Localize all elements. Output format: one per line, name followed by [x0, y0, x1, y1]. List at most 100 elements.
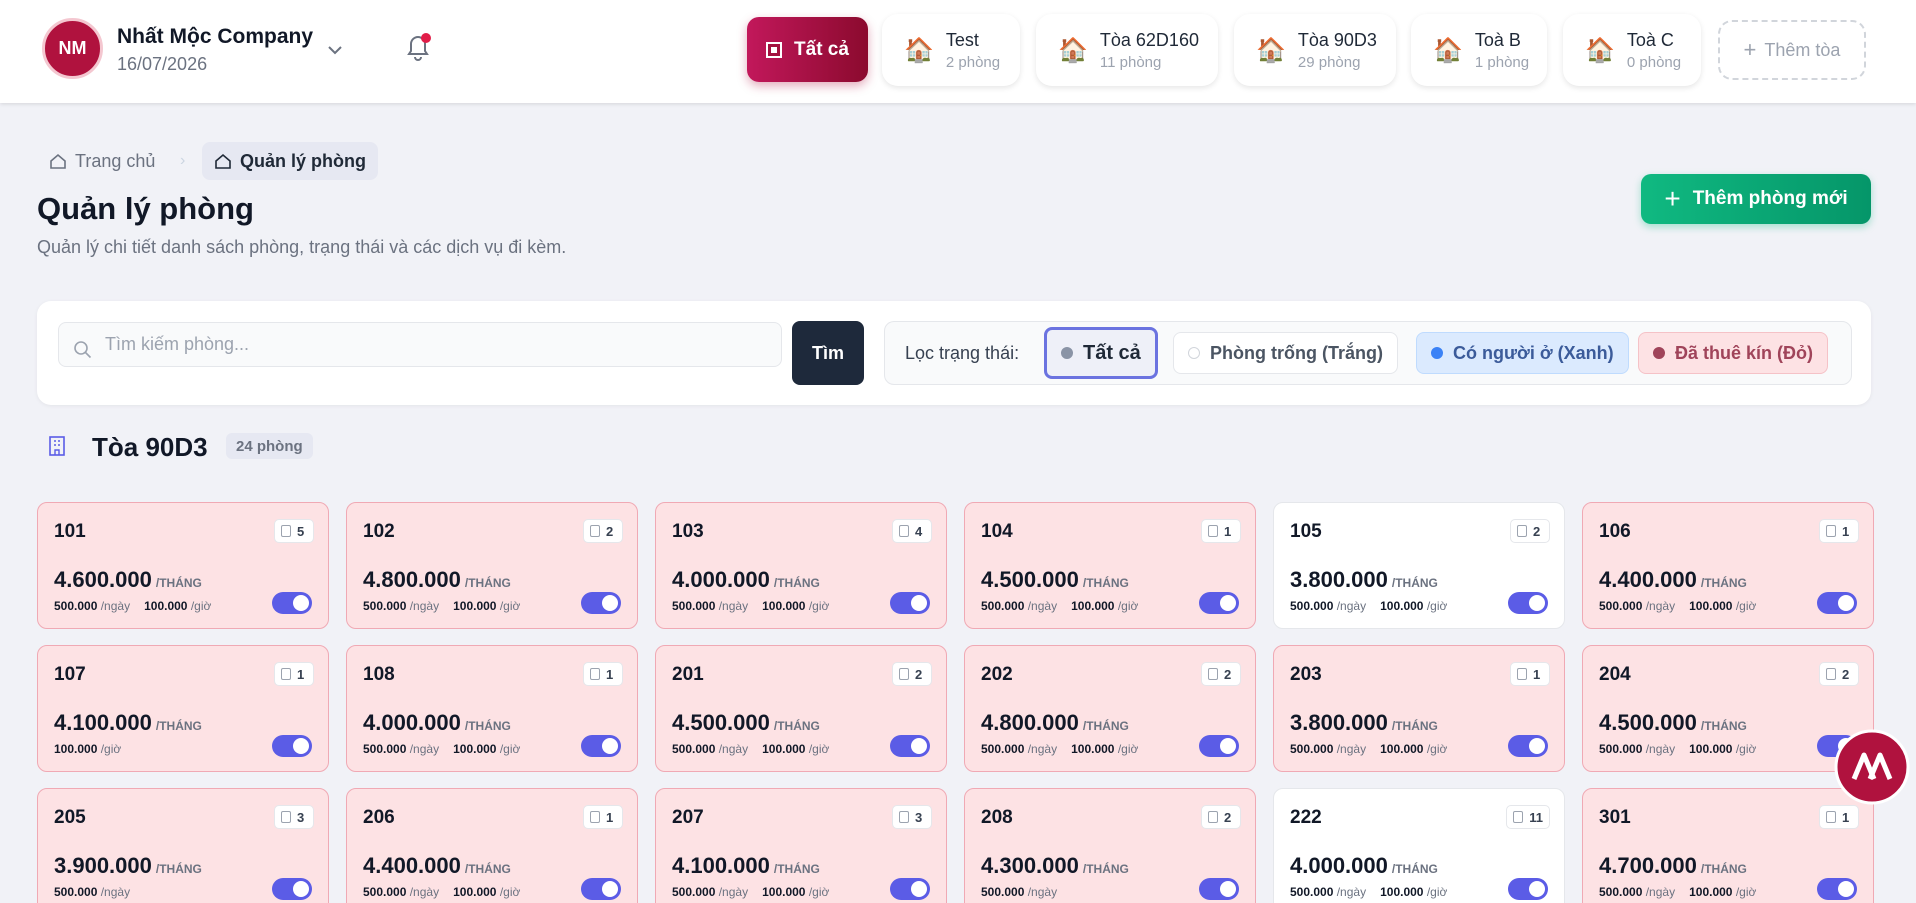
doc-icon	[899, 811, 909, 823]
room-card[interactable]: 102 2 4.800.000/THÁNG 500.000 /ngày 100.000 …	[346, 502, 638, 629]
status-dot	[1653, 347, 1665, 359]
room-card[interactable]: 201 2 4.500.000/THÁNG 500.000 /ngày 100.000 …	[655, 645, 947, 772]
room-number: 104	[981, 521, 1013, 542]
tab-all[interactable]: Tất cả	[747, 17, 868, 82]
doc-count: 5	[297, 523, 305, 539]
search-button[interactable]: Tìm	[792, 321, 864, 385]
room-rates: 500.000 /ngày	[981, 885, 1071, 899]
room-toggle[interactable]	[272, 735, 312, 757]
tab-text: Test 2 phòng	[946, 30, 1000, 71]
price-value: 4.700.000	[1599, 853, 1697, 878]
room-card[interactable]: 204 2 4.500.000/THÁNG 500.000 /ngày 100.000 …	[1582, 645, 1874, 772]
ai-assistant-button[interactable]	[1834, 729, 1910, 805]
room-number: 108	[363, 664, 395, 685]
tab-text: Tòa 90D3 29 phòng	[1298, 30, 1377, 71]
room-card[interactable]: 103 4 4.000.000/THÁNG 500.000 /ngày 100.000 …	[655, 502, 947, 629]
filter-option[interactable]: Đã thuê kín (Đỏ)	[1638, 332, 1828, 374]
room-rates: 500.000 /ngày 100.000 /giờ	[981, 742, 1152, 756]
day-rate: 500.000	[981, 599, 1025, 613]
add-building[interactable]: + Thêm tòa	[1718, 20, 1866, 80]
day-rate: 500.000	[1599, 599, 1643, 613]
doc-badge: 2	[1510, 519, 1550, 543]
day-unit: /ngày	[97, 885, 131, 899]
room-price: 4.500.000/THÁNG	[1599, 710, 1747, 736]
filter-option[interactable]: Phòng trống (Trắng)	[1173, 332, 1398, 374]
room-toggle[interactable]	[1199, 735, 1239, 757]
hour-rate: 100.000	[762, 599, 806, 613]
room-card[interactable]: 301 1 4.700.000/THÁNG 500.000 /ngày 100.000 …	[1582, 788, 1874, 903]
room-toggle[interactable]	[1508, 878, 1548, 900]
room-toggle[interactable]	[890, 878, 930, 900]
add-room-button[interactable]: + Thêm phòng mới	[1641, 174, 1871, 224]
room-number: 107	[54, 664, 86, 685]
building-tab[interactable]: 🏠 Tòa 90D3 29 phòng	[1234, 14, 1396, 86]
filter-option[interactable]: Có người ở (Xanh)	[1416, 332, 1629, 374]
room-toggle[interactable]	[1199, 592, 1239, 614]
doc-count: 3	[297, 809, 305, 825]
filter-option-label: Phòng trống (Trắng)	[1210, 342, 1383, 363]
room-card[interactable]: 107 1 4.100.000/THÁNG 100.000 /giờ	[37, 645, 329, 772]
building-tab[interactable]: 🏠 Toà C 0 phòng	[1563, 14, 1701, 86]
day-unit: /ngày	[1024, 742, 1058, 756]
building-tab[interactable]: 🏠 Tòa 62D160 11 phòng	[1036, 14, 1218, 86]
room-card[interactable]: 202 2 4.800.000/THÁNG 500.000 /ngày 100.000 …	[964, 645, 1256, 772]
bell[interactable]	[400, 30, 436, 66]
hour-rate: 100.000	[144, 599, 188, 613]
room-toggle[interactable]	[1817, 878, 1857, 900]
room-toggle[interactable]	[581, 592, 621, 614]
room-card[interactable]: 108 1 4.000.000/THÁNG 500.000 /ngày 100.000 …	[346, 645, 638, 772]
room-card[interactable]: 104 1 4.500.000/THÁNG 500.000 /ngày 100.000 …	[964, 502, 1256, 629]
room-toggle[interactable]	[1817, 592, 1857, 614]
day-rate: 500.000	[981, 885, 1025, 899]
house-icon: 🏠	[1256, 36, 1286, 64]
avatar[interactable]: NM	[42, 18, 103, 79]
tab-count: 11 phòng	[1099, 53, 1162, 71]
day-rate: 500.000	[54, 599, 98, 613]
room-toggle[interactable]	[581, 878, 621, 900]
price-unit: /THÁNG	[1700, 576, 1747, 590]
doc-count: 1	[1842, 809, 1850, 825]
room-toggle[interactable]	[1199, 878, 1239, 900]
room-card[interactable]: 106 1 4.400.000/THÁNG 500.000 /ngày 100.000 …	[1582, 502, 1874, 629]
doc-badge: 2	[1201, 805, 1241, 829]
room-card[interactable]: 205 3 3.900.000/THÁNG 500.000 /ngày	[37, 788, 329, 903]
room-rates: 500.000 /ngày 100.000 /giờ	[1290, 742, 1461, 756]
room-toggle[interactable]	[581, 735, 621, 757]
room-card[interactable]: 208 2 4.300.000/THÁNG 500.000 /ngày	[964, 788, 1256, 903]
room-toggle[interactable]	[1508, 592, 1548, 614]
tab-count: 2 phòng	[945, 53, 1001, 71]
room-rates: 500.000 /ngày 100.000 /giờ	[1290, 599, 1461, 613]
day-rate: 500.000	[363, 742, 407, 756]
hour-rate: 100.000	[453, 885, 497, 899]
room-card[interactable]: 105 2 3.800.000/THÁNG 500.000 /ngày 100.000 …	[1273, 502, 1565, 629]
room-card[interactable]: 222 11 4.000.000/THÁNG 500.000 /ngày 100.000…	[1273, 788, 1565, 903]
filter-option[interactable]: Tất cả	[1044, 327, 1158, 379]
doc-count: 1	[297, 666, 305, 682]
building-tab[interactable]: 🏠 Test 2 phòng	[882, 14, 1020, 86]
room-card[interactable]: 101 5 4.600.000/THÁNG 500.000 /ngày 100.000 …	[37, 502, 329, 629]
price-unit: /THÁNG	[155, 576, 202, 590]
breadcrumb-home[interactable]: Trang chủ	[49, 149, 155, 173]
room-rates: 500.000 /ngày 100.000 /giờ	[672, 599, 843, 613]
hour-unit: /giờ	[1732, 599, 1757, 613]
room-toggle[interactable]	[890, 735, 930, 757]
day-unit: /ngày	[1024, 599, 1058, 613]
room-card[interactable]: 207 3 4.100.000/THÁNG 500.000 /ngày 100.000 …	[655, 788, 947, 903]
day-unit: /ngày	[1642, 885, 1676, 899]
hour-unit: /giờ	[805, 599, 830, 613]
room-toggle[interactable]	[1508, 735, 1548, 757]
filter-option-label: Tất cả	[1083, 341, 1141, 364]
room-card[interactable]: 203 1 3.800.000/THÁNG 500.000 /ngày 100.000 …	[1273, 645, 1565, 772]
room-price: 4.000.000/THÁNG	[363, 710, 511, 736]
room-toggle[interactable]	[272, 878, 312, 900]
room-card[interactable]: 206 1 4.400.000/THÁNG 500.000 /ngày 100.000 …	[346, 788, 638, 903]
chevron[interactable]	[325, 40, 345, 60]
company-name[interactable]: Nhất Mộc Company	[117, 25, 314, 48]
building-tab[interactable]: 🏠 Toà B 1 phòng	[1411, 14, 1547, 86]
day-unit: /ngày	[715, 599, 749, 613]
room-toggle[interactable]	[890, 592, 930, 614]
hour-rate: 100.000	[1689, 742, 1733, 756]
search-input[interactable]: Tìm kiếm phòng...	[58, 322, 782, 367]
room-toggle[interactable]	[272, 592, 312, 614]
house-icon: 🏠	[1058, 36, 1088, 64]
